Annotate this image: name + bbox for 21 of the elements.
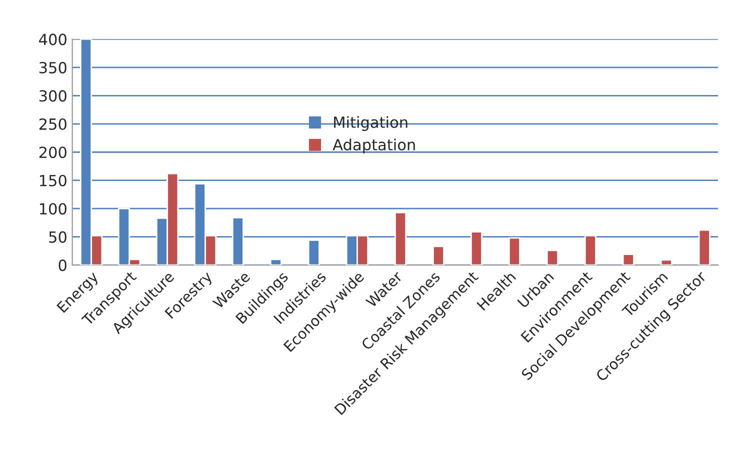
bar xyxy=(308,240,320,266)
legend-label: Adaptation xyxy=(332,138,415,154)
y-tick-label: 50 xyxy=(49,231,66,243)
y-tick-label: 200 xyxy=(39,146,66,158)
bar xyxy=(660,259,672,266)
bar xyxy=(470,231,482,266)
y-tick-label: 250 xyxy=(39,118,66,130)
y-tick-label: 100 xyxy=(40,203,66,215)
y-tick-label: 350 xyxy=(39,62,66,74)
y-tick-label: 0 xyxy=(58,260,66,272)
bar xyxy=(546,250,558,266)
bar xyxy=(270,258,282,266)
bar xyxy=(508,237,520,266)
bar xyxy=(394,212,407,266)
y-tick-label: 400 xyxy=(39,34,66,46)
y-tick-label: 300 xyxy=(39,90,66,102)
bar xyxy=(584,235,596,266)
bar xyxy=(432,246,445,266)
bar xyxy=(622,254,634,266)
bar xyxy=(698,229,710,266)
y-tick-label: 150 xyxy=(40,174,66,186)
